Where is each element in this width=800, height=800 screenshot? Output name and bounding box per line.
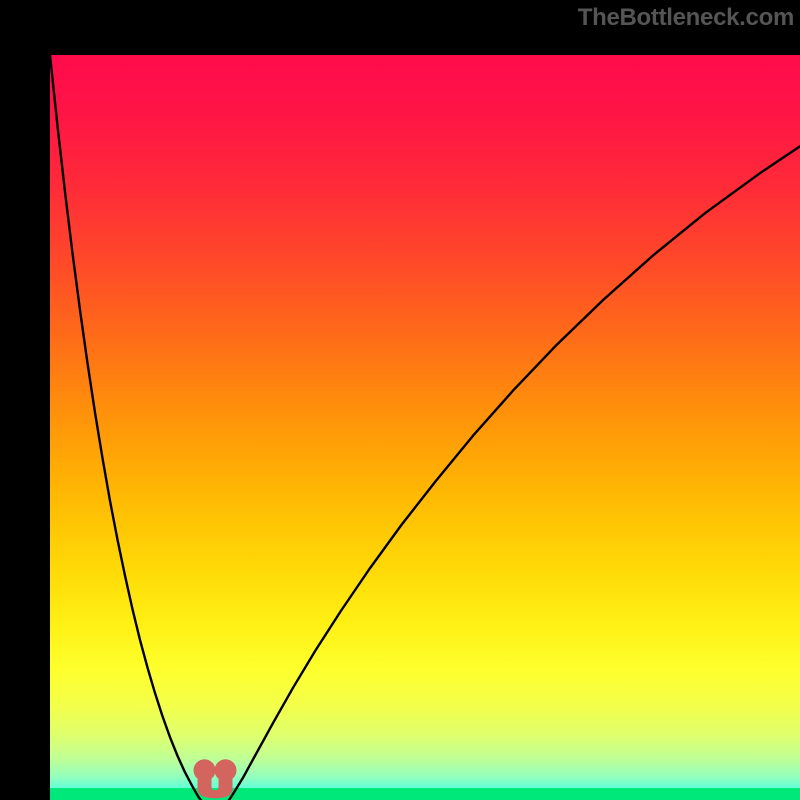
chart-container: TheBottleneck.com [0,0,800,800]
valley-marker-u [198,778,233,798]
plot-area [50,55,800,800]
valley-marker-stem [198,770,212,790]
curve-right-branch [227,146,800,800]
curve-svg [50,55,800,800]
green-band [50,788,800,800]
watermark-label: TheBottleneck.com [578,4,794,32]
plot-frame [25,30,800,800]
curve-left-branch [50,55,203,800]
valley-marker-cap [194,759,216,781]
valley-marker-stem [219,770,233,790]
valley-marker-cap [215,759,237,781]
